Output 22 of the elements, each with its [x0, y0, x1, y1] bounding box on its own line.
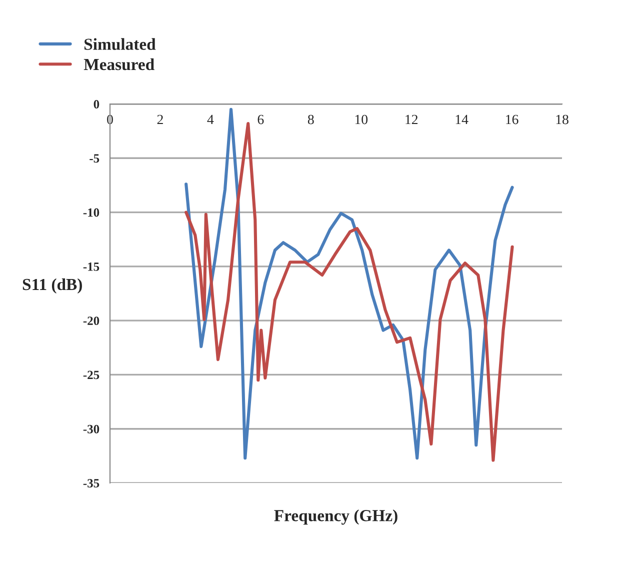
x-tick-label: 12	[406, 114, 418, 124]
x-tick-label: 18	[556, 114, 568, 124]
x-axis-title: Frequency (GHz)	[274, 510, 398, 525]
y-tick-label: -35	[83, 479, 100, 488]
x-tick-label: 6	[258, 114, 264, 124]
x-tick-label: 8	[308, 114, 314, 124]
legend-label: Measured	[84, 58, 154, 70]
y-tick-label: -15	[83, 262, 100, 271]
y-tick-label: -10	[83, 208, 100, 217]
x-tick-label: 10	[355, 114, 368, 124]
legend-label: Simulated	[84, 38, 156, 50]
x-tick-label: 2	[157, 114, 163, 124]
y-tick-label: -20	[83, 316, 100, 326]
y-tick-label: -5	[90, 154, 100, 163]
x-tick-label: 14	[456, 114, 468, 124]
x-tick-label: 4	[207, 114, 214, 124]
y-tick-label: -25	[83, 370, 100, 380]
y-axis-title: S11 (dB)	[22, 278, 82, 294]
y-tick-label: 0	[94, 100, 100, 108]
y-tick-label: -30	[83, 424, 100, 434]
x-tick-label: 0	[107, 114, 113, 124]
x-tick-label: 16	[506, 114, 518, 124]
